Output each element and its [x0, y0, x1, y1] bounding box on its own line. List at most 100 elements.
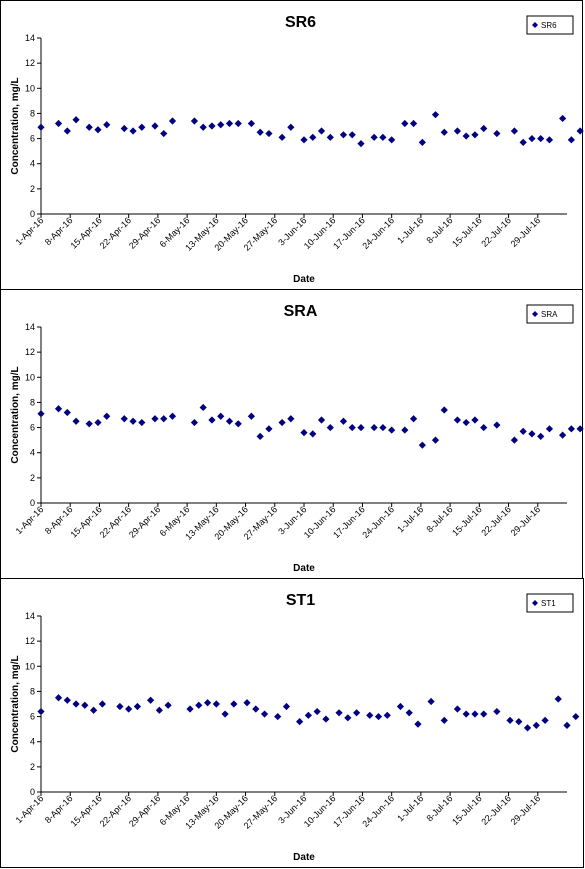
- y-tick-label: 12: [25, 636, 35, 646]
- data-point: [252, 705, 260, 713]
- data-point: [313, 707, 321, 716]
- y-axis-label: Concentration, mg/L: [10, 77, 21, 174]
- x-tick-label: 29-Apr-16: [127, 215, 162, 250]
- x-tick-label: 1-Jul-16: [395, 504, 425, 534]
- data-point: [265, 129, 273, 138]
- data-point: [125, 705, 133, 713]
- data-point: [537, 432, 545, 440]
- x-axis-label: Date: [293, 274, 315, 285]
- data-point: [160, 415, 168, 423]
- data-point: [519, 427, 527, 435]
- data-point: [94, 126, 102, 134]
- data-point: [221, 710, 229, 718]
- x-axis-label: Date: [293, 852, 315, 863]
- data-point: [493, 421, 501, 429]
- data-point: [296, 718, 304, 726]
- y-tick-label: 12: [25, 58, 35, 68]
- data-point: [493, 707, 501, 716]
- x-tick-label: 24-Jun-16: [360, 504, 396, 540]
- data-point: [339, 417, 348, 425]
- x-tick-label: 29-Apr-16: [127, 504, 162, 539]
- data-point: [462, 418, 470, 427]
- y-tick-label: 4: [30, 159, 35, 169]
- data-point: [85, 123, 93, 131]
- data-point: [103, 412, 111, 420]
- data-point: [300, 136, 308, 144]
- data-point: [545, 136, 554, 144]
- data-point: [357, 140, 365, 148]
- data-point: [208, 122, 216, 130]
- x-tick-label: 15-Jul-16: [450, 504, 484, 538]
- data-point: [357, 423, 365, 432]
- data-point: [528, 134, 536, 143]
- data-point: [519, 138, 527, 146]
- data-point: [103, 121, 111, 129]
- y-tick-label: 6: [30, 712, 35, 722]
- chart-panel-sra: SRA 0 2 4 6 8 10 12 14 1-Apr-16 8-Apr-16 15-Apr-16 2…: [0, 289, 584, 579]
- data-point: [129, 127, 137, 135]
- data-point: [374, 712, 383, 721]
- data-point: [247, 119, 255, 128]
- data-point: [339, 131, 348, 139]
- data-point: [37, 707, 45, 716]
- data-point: [287, 123, 295, 131]
- x-tick-label: 22-Jul-16: [479, 215, 513, 249]
- legend-label: SRA: [541, 310, 558, 319]
- data-point: [370, 423, 378, 432]
- data-point: [309, 430, 317, 438]
- data-point: [462, 132, 470, 140]
- y-tick-label: 2: [30, 473, 35, 483]
- legend-label: SR6: [541, 21, 557, 30]
- data-point: [326, 133, 334, 141]
- data-point: [151, 415, 159, 423]
- data-point: [160, 129, 168, 138]
- y-tick-label: 2: [30, 762, 35, 772]
- x-tick-label: 24-Jun-16: [360, 215, 396, 251]
- data-point: [146, 696, 155, 704]
- data-point: [300, 429, 308, 437]
- data-point: [418, 138, 426, 146]
- data-point: [326, 423, 334, 432]
- chart-svg: SRA024681012141-Apr-168-Apr-1615-Apr-162…: [10, 303, 584, 574]
- data-point: [353, 709, 361, 717]
- chart-svg: SR6024681012141-Apr-168-Apr-1615-Apr-162…: [10, 14, 584, 285]
- data-point: [453, 705, 462, 713]
- data-point: [401, 119, 409, 128]
- chart-panel-sr6: SR6 0 2 4 6 8 10 12 14 1-Apr-16 8-Apr-16 15-Apr-16 2…: [0, 0, 584, 290]
- data-point: [348, 131, 356, 139]
- legend-marker: [532, 22, 538, 28]
- legend-marker: [532, 311, 538, 317]
- data-point: [576, 425, 584, 433]
- legend: SR6: [526, 15, 574, 35]
- data-point: [317, 416, 326, 424]
- data-point: [116, 702, 124, 711]
- data-point: [54, 119, 63, 128]
- chart-title: SR6: [285, 14, 316, 31]
- data-point: [155, 706, 163, 714]
- data-point: [567, 425, 575, 433]
- data-point: [230, 700, 238, 708]
- data-point: [287, 415, 295, 423]
- data-point: [471, 710, 479, 718]
- data-point: [379, 423, 387, 432]
- data-point: [317, 127, 326, 135]
- x-tick-label: 29-Jul-16: [509, 504, 543, 538]
- data-point: [528, 430, 536, 438]
- data-point: [225, 417, 234, 425]
- data-point: [532, 721, 540, 729]
- data-point: [190, 418, 199, 427]
- x-tick-label: 1-Apr-16: [14, 215, 46, 247]
- data-point: [559, 114, 567, 123]
- legend: SRA: [526, 304, 574, 324]
- data-point: [576, 127, 584, 135]
- data-point: [348, 423, 356, 432]
- data-point: [129, 417, 137, 425]
- data-point: [208, 416, 216, 424]
- y-tick-label: 0: [30, 209, 35, 219]
- data-point: [370, 133, 378, 141]
- y-axis-label: Concentration, mg/L: [10, 655, 21, 752]
- data-point: [440, 716, 448, 724]
- data-point: [409, 415, 418, 423]
- data-point: [260, 710, 269, 718]
- data-point: [523, 724, 532, 732]
